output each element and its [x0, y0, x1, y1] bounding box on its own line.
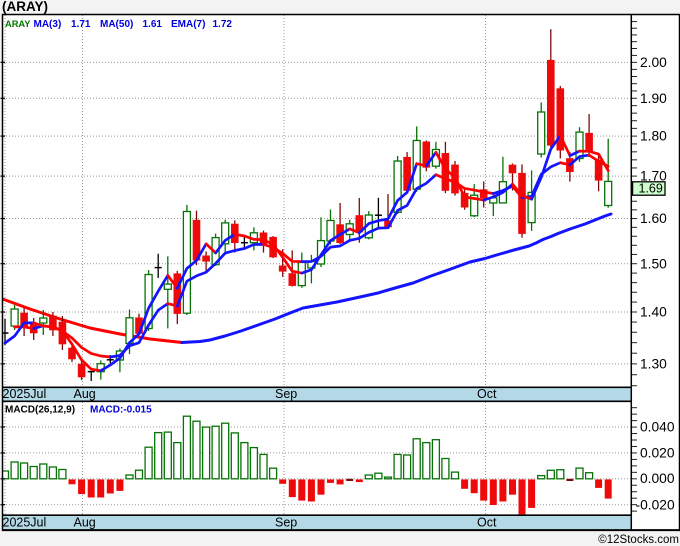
svg-text:Oct: Oct	[477, 387, 497, 401]
svg-text:0.040: 0.040	[640, 420, 675, 435]
svg-text:1.80: 1.80	[640, 129, 667, 144]
svg-text:2025Jul: 2025Jul	[3, 387, 47, 401]
svg-text:EMA(7): EMA(7)	[171, 19, 205, 30]
svg-text:1.60: 1.60	[640, 211, 667, 226]
svg-text:1.72: 1.72	[213, 19, 233, 30]
svg-text:1.50: 1.50	[640, 256, 667, 271]
svg-text:MA(50): MA(50)	[100, 19, 133, 30]
svg-text:1.30: 1.30	[640, 357, 667, 372]
svg-text:1.40: 1.40	[640, 305, 667, 320]
svg-text:Aug: Aug	[74, 387, 96, 401]
svg-text:0.000: 0.000	[640, 471, 675, 486]
svg-text:1.70: 1.70	[640, 169, 667, 184]
svg-text:2.00: 2.00	[640, 55, 667, 70]
svg-text:ARAY: ARAY	[5, 19, 31, 29]
svg-text:©12Stocks.com: ©12Stocks.com	[598, 534, 679, 546]
svg-text:Oct: Oct	[477, 515, 497, 529]
svg-text:MACD:-0.015: MACD:-0.015	[90, 405, 152, 416]
svg-text:(ARAY): (ARAY)	[2, 0, 48, 14]
svg-text:1.61: 1.61	[143, 19, 163, 30]
svg-text:MACD(26,12,9): MACD(26,12,9)	[5, 405, 75, 416]
svg-text:2025Jul: 2025Jul	[3, 515, 47, 529]
svg-text:MA(3): MA(3)	[34, 19, 62, 30]
svg-text:1.69: 1.69	[639, 182, 663, 196]
svg-text:Sep: Sep	[275, 387, 297, 401]
svg-text:Aug: Aug	[74, 515, 96, 529]
svg-text:-0.020: -0.020	[636, 497, 675, 512]
svg-text:1.90: 1.90	[640, 91, 667, 106]
svg-text:Sep: Sep	[275, 515, 297, 529]
svg-text:0.020: 0.020	[640, 446, 675, 461]
svg-text:1.71: 1.71	[71, 19, 91, 30]
